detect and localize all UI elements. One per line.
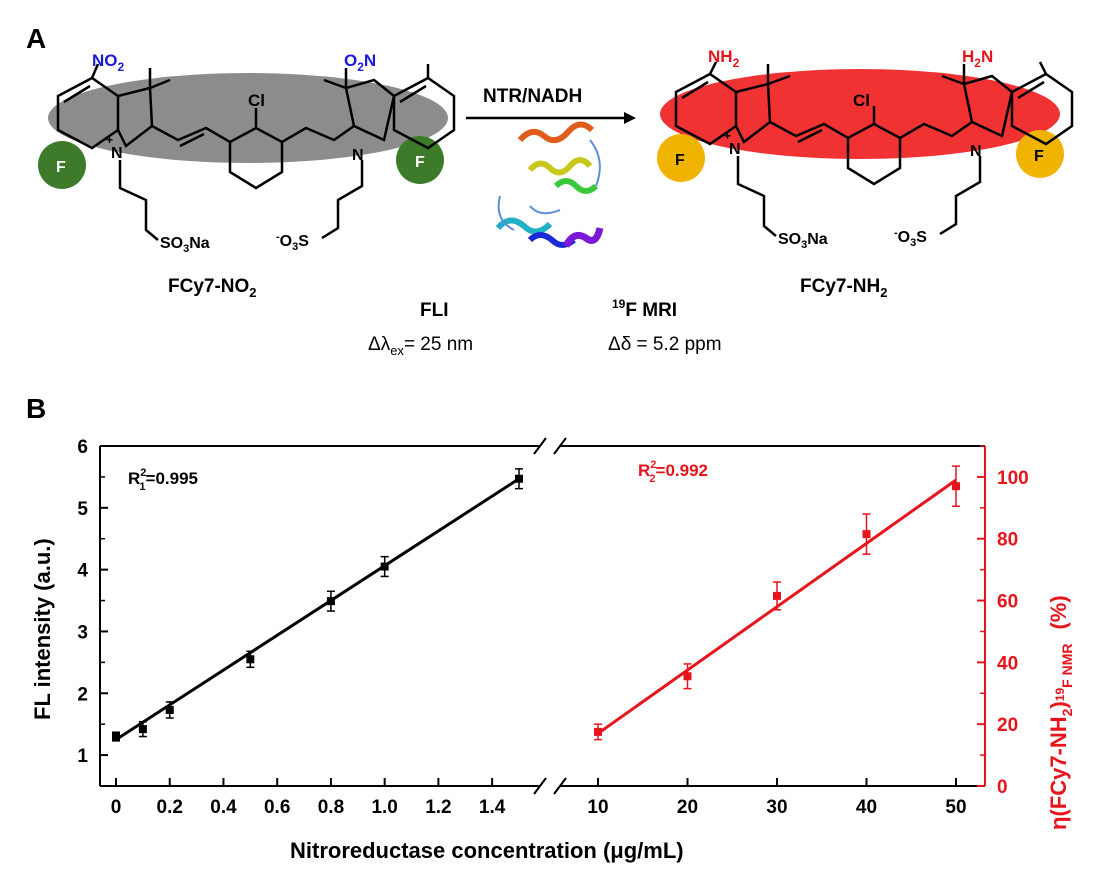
x-tick-label: 40 <box>856 797 877 818</box>
nitro-group-left: NO2 <box>92 51 125 74</box>
x-tick-label: 30 <box>766 797 787 818</box>
x-tick-label: 0 <box>111 797 122 818</box>
reaction-label: NTR/NADH <box>483 86 582 107</box>
amine-group-right: H2N <box>962 47 993 70</box>
eta-point <box>862 530 871 539</box>
r1-annotation: R2 1=0.995 <box>128 467 198 493</box>
eta-point <box>952 482 960 491</box>
left-y-tick-label: 5 <box>77 499 88 520</box>
sulfonate-right-product: -O3S <box>894 227 927 249</box>
fl-fit-line <box>115 477 520 741</box>
x-tick-label: 10 <box>587 797 608 818</box>
right-y-axis-title: η(FCy7-NH2)19F NMR(%) <box>1046 595 1075 830</box>
charge-plus-product: + <box>724 129 731 143</box>
right-y-tick-label: 40 <box>997 653 1018 674</box>
eta-point <box>594 727 602 736</box>
reactant-name: FCy7-NO2 <box>168 276 257 300</box>
right-y-tick-label: 100 <box>997 468 1029 489</box>
left-y-tick-label: 4 <box>77 561 88 582</box>
x-tick-label: 0.8 <box>318 797 344 818</box>
x-tick-label: 1.0 <box>371 797 397 818</box>
eta-point <box>773 591 781 600</box>
fluoro-label-right: F <box>415 154 425 171</box>
fluoro-label-left: F <box>56 159 66 176</box>
product-bonds <box>674 61 1074 237</box>
chart-axes <box>99 437 986 795</box>
chloro-label: Cl <box>248 91 265 110</box>
x-tick-label: 20 <box>677 797 698 818</box>
mri-title: 19F MRI <box>612 297 677 321</box>
nitrogen-right: N <box>352 147 364 164</box>
nitrogen-left-product: N <box>729 141 741 158</box>
fl-point <box>326 597 335 606</box>
right-y-tick-label: 60 <box>997 592 1018 613</box>
x-tick-label: 0.2 <box>157 797 183 818</box>
x-tick-label: 50 <box>945 797 966 818</box>
arrow-head <box>624 112 636 124</box>
x-tick-label: 0.6 <box>264 797 290 818</box>
panel-b-label: B <box>26 393 46 424</box>
fl-point <box>138 725 147 734</box>
fluoro-label-left-product: F <box>675 152 685 169</box>
x-axis-title: Nitroreductase concentration (μg/mL) <box>290 838 684 863</box>
fl-point <box>380 562 389 571</box>
axis-break-marks <box>533 437 567 795</box>
x-tick-label: 0.4 <box>210 797 237 818</box>
fli-title: FLI <box>420 300 449 321</box>
sulfonate-right: -O3S <box>276 231 309 253</box>
mri-value: Δδ = 5.2 ppm <box>608 334 722 355</box>
fluoro-circle-left-product <box>657 134 705 182</box>
nitro-group-right: O2N <box>344 51 376 74</box>
fluoro-circle-right <box>396 136 444 184</box>
red-ellipse <box>660 69 1060 159</box>
fluoro-label-right-product: F <box>1034 148 1044 165</box>
nitrogen-right-product: N <box>970 143 982 160</box>
sulfonate-left-product: SO3Na <box>778 231 828 251</box>
left-y-tick-label: 6 <box>77 437 88 458</box>
fl-point <box>515 474 523 483</box>
chart-series <box>112 465 960 742</box>
product-structure: NH2 H2N Cl F F N + N SO3Na -O3S FCy7-NH2 <box>657 47 1074 300</box>
fl-point <box>112 732 120 741</box>
left-y-tick-label: 2 <box>77 684 88 705</box>
fluoro-circle-left <box>38 141 86 189</box>
amine-group-left: NH2 <box>708 47 740 70</box>
right-y-tick-label: 80 <box>997 530 1018 551</box>
r2-annotation: R2 2=0.992 <box>638 459 708 485</box>
enzyme-protein-image <box>495 121 604 248</box>
fluoro-circle-right-product <box>1016 130 1064 178</box>
fl-point <box>246 655 255 664</box>
x-tick-label: 1.4 <box>479 797 506 818</box>
reactant-bonds <box>56 63 456 241</box>
fli-value: Δλex= 25 nm <box>368 334 473 358</box>
fl-point <box>165 705 174 714</box>
left-y-axis-title: FL intensity (a.u.) <box>30 538 55 720</box>
reactant-structure: NO2 O2N Cl F F N + N SO3Na -O3S FCy7-NO2 <box>38 51 456 300</box>
left-y-tick-label: 3 <box>77 622 88 643</box>
reaction-arrow-group: NTR/NADH <box>466 86 636 248</box>
product-name: FCy7-NH2 <box>800 276 887 300</box>
chloro-label-product: Cl <box>853 91 870 110</box>
nitrogen-left: N <box>111 145 123 162</box>
eta-point <box>683 672 692 681</box>
panel-a-label: A <box>26 23 46 54</box>
charge-plus: + <box>106 133 113 147</box>
sulfonate-left: SO3Na <box>160 235 210 255</box>
right-y-tick-label: 20 <box>997 715 1018 736</box>
left-y-tick-label: 1 <box>77 746 88 767</box>
x-tick-label: 1.2 <box>425 797 451 818</box>
right-y-tick-label: 0 <box>997 777 1008 798</box>
